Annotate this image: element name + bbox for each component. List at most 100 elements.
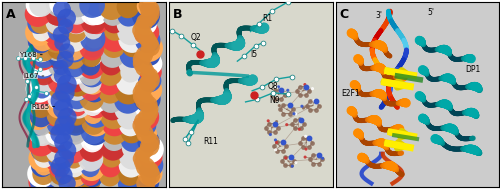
Point [142,182,150,185]
Point [297,118,305,121]
Point [90,122,98,125]
Point [38,88,46,91]
Point [258,85,266,88]
Point [52,113,60,116]
Point [92,12,100,15]
Point [37,105,45,108]
Point [62,16,70,19]
Point [288,165,296,168]
Point [70,131,78,134]
Point [302,85,310,88]
Point [124,5,132,9]
Point [273,141,281,144]
Point [56,166,64,169]
Point [53,48,61,51]
Point [26,94,34,98]
Text: I167: I167 [23,73,38,79]
Point [264,131,272,134]
Point [189,43,197,46]
Point [54,12,62,15]
Point [89,29,97,32]
Point [142,4,150,7]
Point [126,173,134,176]
Point [88,157,96,160]
Point [72,166,80,169]
Text: I5: I5 [250,50,258,59]
Point [86,81,94,84]
Point [110,122,118,125]
Point [264,119,272,122]
Point [140,87,147,90]
Point [137,62,145,65]
Point [268,93,276,96]
Point [90,183,98,186]
Point [56,3,64,6]
Point [142,14,150,17]
Point [109,147,117,150]
Point [73,105,81,108]
Point [306,145,314,148]
Point [142,22,150,26]
Point [38,30,46,33]
Point [127,30,135,33]
Point [40,71,48,74]
Point [138,25,145,28]
Point [144,88,152,91]
Point [54,56,62,59]
Point [106,90,114,93]
Point [146,148,154,151]
Point [56,64,64,67]
Point [63,182,71,185]
Point [292,89,300,92]
Point [274,85,282,88]
Point [60,124,68,127]
Point [292,161,300,164]
Point [138,58,145,61]
Point [146,79,154,82]
Point [87,89,95,92]
Point [306,137,314,140]
Point [89,46,97,49]
Point [52,141,60,144]
Point [288,123,296,126]
Point [301,83,309,86]
Point [138,153,146,156]
Point [70,140,78,143]
Point [70,149,78,152]
Point [38,55,46,58]
Point [54,149,62,152]
Point [92,98,100,101]
Point [70,166,78,169]
Point [74,89,82,92]
Point [289,108,297,111]
Point [92,105,100,108]
Point [36,40,44,43]
Point [309,153,317,156]
Point [291,127,299,130]
Point [72,88,80,91]
Point [309,162,317,165]
Point [88,166,96,169]
Point [34,12,42,15]
Point [55,96,63,99]
Point [140,54,148,57]
Point [70,56,78,59]
Point [143,97,151,100]
Point [144,140,152,143]
Point [38,157,46,160]
Point [106,72,114,75]
Point [110,114,118,117]
Point [284,93,292,96]
Point [142,124,150,127]
Point [72,73,80,76]
Point [56,80,64,83]
Point [252,44,260,47]
Point [60,157,68,160]
Point [284,89,292,92]
Point [296,117,304,120]
Point [146,163,154,167]
Point [71,29,79,32]
Point [314,154,322,157]
Point [125,80,133,83]
Point [306,108,314,111]
